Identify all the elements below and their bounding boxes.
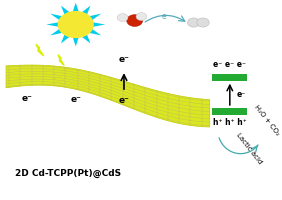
Polygon shape	[82, 6, 91, 15]
Polygon shape	[73, 37, 79, 46]
Circle shape	[197, 18, 209, 27]
Bar	[212, 108, 247, 115]
Polygon shape	[58, 55, 64, 65]
Text: e⁻: e⁻	[237, 90, 246, 99]
Circle shape	[136, 13, 147, 21]
Polygon shape	[89, 29, 101, 35]
Polygon shape	[61, 6, 70, 15]
Polygon shape	[50, 29, 62, 35]
Polygon shape	[89, 14, 101, 20]
Text: e⁻ e⁻ e⁻: e⁻ e⁻ e⁻	[213, 60, 246, 69]
Circle shape	[58, 12, 93, 37]
Text: h⁺ h⁺ h⁺: h⁺ h⁺ h⁺	[213, 118, 247, 127]
Text: 2D Cd-TCPP(Pt)@CdS: 2D Cd-TCPP(Pt)@CdS	[15, 169, 121, 178]
Text: e⁻: e⁻	[118, 96, 129, 105]
Text: e⁻: e⁻	[118, 55, 129, 64]
Circle shape	[188, 18, 200, 27]
Text: e⁻: e⁻	[70, 95, 81, 104]
Bar	[212, 74, 247, 81]
Polygon shape	[82, 34, 91, 43]
Text: e⁻: e⁻	[22, 94, 33, 103]
Circle shape	[127, 15, 143, 27]
Circle shape	[117, 14, 128, 22]
Polygon shape	[73, 3, 79, 12]
Polygon shape	[61, 34, 70, 43]
Text: H₂O + CO₂: H₂O + CO₂	[254, 103, 281, 136]
Text: e⁻: e⁻	[161, 12, 170, 21]
Polygon shape	[46, 22, 59, 27]
Text: Lactic acid: Lactic acid	[235, 132, 263, 165]
Polygon shape	[93, 22, 105, 27]
Polygon shape	[6, 65, 210, 127]
Polygon shape	[50, 14, 62, 20]
Polygon shape	[36, 44, 44, 56]
